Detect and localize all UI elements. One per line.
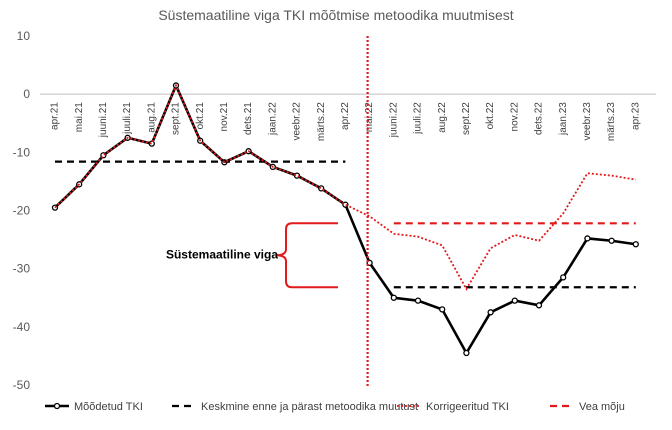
legend-label: Mõõdetud TKI [74,401,143,413]
legend-label: Keskmine enne ja pärast metoodika muutus… [201,401,418,413]
series-measured-point [439,306,446,313]
y-tick-label: -20 [13,204,31,218]
legend-label: Vea mõju [579,401,625,413]
x-tick-label: okt.22 [485,102,496,130]
x-tick-label: juuni.21 [98,102,109,138]
x-tick-label: nov.22 [509,102,520,132]
series-measured-point [535,302,543,309]
y-tick-label: -30 [13,262,31,276]
x-tick-label: aug.22 [437,102,448,133]
legend: Mõõdetud TKI Keskmine enne ja pärast meto… [45,401,625,413]
x-tick-label: veebr.23 [582,102,593,141]
x-tick-label: sept.21 [171,102,182,135]
x-tick-label: mai.22 [364,102,375,132]
series-measured-point [463,349,470,357]
x-tick-label: dets.21 [243,102,254,135]
x-tick-label: apr.22 [340,102,351,130]
x-tick-label: juuni.22 [388,102,399,138]
x-tick-label: nov.21 [219,102,230,132]
error-brace [275,222,338,289]
x-tick-label: juuli.22 [413,102,424,135]
annotations: Süstemaatiline viga [166,36,369,388]
series-measured-point [584,235,591,242]
x-tick-label: jaan.23 [558,102,569,136]
y-tick-label: -40 [13,320,31,334]
chart-title: Süstemaatiline viga TKI mõõtmise metoodi… [158,7,513,23]
x-tick-label: märts.22 [316,102,327,141]
legend-marker [53,402,61,410]
series-corrected-line [54,83,636,291]
y-tick-label: -10 [13,145,31,159]
x-tick-label: märts.23 [606,102,617,141]
x-tick-label: dets.22 [534,102,545,135]
x-tick-label: jaan.22 [267,102,278,136]
x-axis: apr.21 mai.21 juuni.21 juuli.21 aug.21 sept.2… [40,93,656,141]
series-measured-point [148,140,155,147]
series-measured-point [632,241,639,248]
series-measured-point [608,237,615,244]
y-tick-label: 10 [17,29,31,43]
plot-area [51,82,639,357]
x-tick-label: apr.23 [630,102,641,130]
series-measured-point [511,297,518,304]
series-measured-point [414,297,422,304]
x-tick-label: apr.21 [50,102,61,130]
y-axis: 10 0 -10 -20 -30 -40 -50 [13,29,31,392]
error-label: Süstemaatiline viga [166,247,278,261]
legend-label: Korrigeeritud TKI [426,401,509,413]
x-tick-label: okt.21 [195,102,206,130]
y-tick-label: -50 [13,378,31,392]
x-tick-label: sept.22 [461,102,472,135]
x-tick-label: aug.21 [146,102,157,133]
x-tick-label: veebr.22 [292,102,303,141]
series-measured-point [390,294,397,301]
y-tick-label: 0 [23,87,30,101]
x-tick-label: mai.21 [74,102,85,132]
series-measured-point [560,274,567,281]
x-tick-label: juuli.21 [122,102,133,135]
series-measured-point [487,309,494,316]
